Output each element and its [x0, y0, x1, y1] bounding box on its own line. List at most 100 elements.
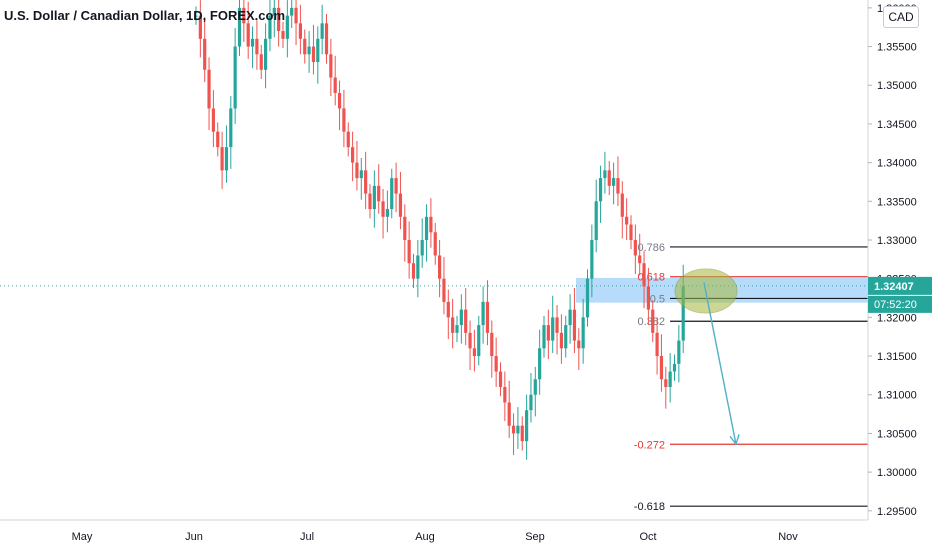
candle-body — [403, 216, 407, 240]
candle-body — [677, 340, 681, 364]
fib-label: 0.5 — [650, 293, 665, 305]
candle-body — [477, 325, 481, 357]
candle-body — [520, 425, 524, 442]
candle-body — [511, 425, 516, 434]
candle-body — [642, 263, 646, 287]
candle-body — [377, 185, 381, 202]
x-tick-label: May — [72, 531, 93, 543]
y-tick-label: 1.34500 — [877, 119, 917, 131]
price-tag-label: 1.32407 — [874, 281, 914, 293]
y-tick-label: 1.29500 — [877, 506, 917, 518]
x-tick-label: Aug — [415, 531, 435, 543]
candle-body — [424, 216, 429, 240]
candle-body — [442, 278, 446, 302]
candle-body — [255, 38, 259, 55]
candle-body — [568, 309, 572, 326]
candle-body — [264, 38, 268, 70]
candle-body — [281, 31, 285, 39]
candle-body — [516, 425, 520, 434]
candle-body — [507, 402, 511, 426]
fib-label: 0.786 — [637, 242, 665, 254]
candle-body — [250, 38, 255, 47]
x-tick-label: Nov — [778, 531, 798, 543]
candle-body — [285, 15, 289, 39]
candle-body — [368, 193, 372, 210]
fib-label: 0.618 — [637, 272, 665, 284]
candle-body — [385, 209, 389, 217]
candle-body — [533, 379, 537, 395]
price-tag-box — [868, 276, 932, 295]
candle-body — [298, 23, 302, 39]
candle-body — [664, 379, 668, 388]
candle-body — [381, 201, 385, 217]
candle-body — [546, 325, 550, 341]
currency-button[interactable]: CAD — [883, 6, 919, 28]
candle-body — [207, 69, 211, 109]
candle-body — [451, 317, 455, 333]
candle-body — [616, 178, 620, 194]
fib-label: -0.618 — [634, 501, 665, 513]
candle-body — [351, 147, 355, 163]
candle-body — [211, 108, 215, 132]
candle-body — [629, 224, 633, 240]
candle-body — [346, 131, 350, 148]
candle-body — [337, 92, 342, 109]
candle-body — [577, 340, 581, 349]
candle-body — [416, 255, 420, 279]
candle-body — [237, 7, 242, 47]
y-tick-label: 1.33500 — [877, 196, 917, 208]
candle-body — [590, 239, 594, 279]
candle-body — [455, 325, 459, 333]
candle-body — [659, 356, 664, 380]
candle-body — [355, 162, 359, 179]
y-tick-label: 1.31000 — [877, 390, 917, 402]
candle-body — [564, 325, 568, 349]
candles — [194, 0, 685, 460]
y-tick-label: 1.33000 — [877, 235, 917, 247]
candle-body — [638, 255, 642, 264]
price-axis: 1.360001.355001.350001.345001.340001.335… — [867, 0, 932, 520]
candle-body — [603, 170, 607, 179]
candle-body — [503, 387, 507, 403]
candle-body — [329, 54, 333, 78]
candle-body — [429, 216, 433, 233]
candle-body — [294, 7, 298, 24]
candle-body — [559, 332, 563, 349]
candle-body — [320, 23, 324, 39]
projection-arrowhead — [729, 434, 740, 446]
candle-body — [529, 394, 533, 411]
candle-body — [446, 301, 450, 318]
annotations — [674, 268, 740, 446]
candle-body — [272, 7, 276, 16]
candle-body — [194, 15, 198, 17]
candle-body — [542, 325, 546, 349]
candle-body — [198, 15, 202, 39]
candle-body — [594, 201, 598, 240]
candle-body — [324, 23, 329, 55]
candle-body — [242, 7, 246, 24]
candle-body — [394, 178, 398, 194]
candle-body — [581, 317, 585, 349]
candle-body — [316, 38, 320, 63]
candle-body — [433, 232, 437, 256]
candle-body — [633, 239, 637, 256]
candle-body — [333, 77, 337, 93]
projection-arrow — [703, 282, 737, 445]
candle-body — [494, 356, 498, 372]
candle-body — [598, 178, 603, 202]
candle-body — [303, 38, 307, 55]
candle-body — [625, 216, 629, 225]
candle-body — [203, 38, 207, 70]
candle-body — [342, 108, 346, 132]
candle-body — [420, 239, 424, 256]
candle-body — [490, 332, 494, 357]
candle-body — [259, 54, 263, 70]
candle-body — [525, 410, 529, 442]
candle-body — [268, 15, 272, 39]
candle-body — [277, 7, 281, 32]
candle-body — [220, 147, 224, 171]
candle-body — [307, 46, 311, 55]
candle-body — [651, 309, 655, 333]
candle-body — [468, 332, 472, 349]
candle-body — [372, 185, 376, 210]
